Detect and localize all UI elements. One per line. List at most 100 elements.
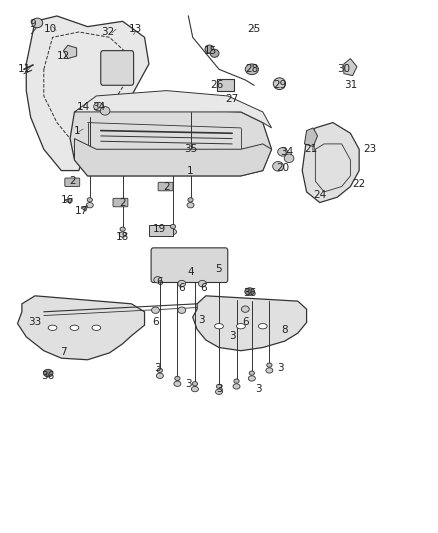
Ellipse shape [178, 280, 186, 287]
Ellipse shape [157, 368, 162, 373]
Ellipse shape [245, 64, 258, 75]
Ellipse shape [248, 376, 255, 381]
Ellipse shape [187, 203, 194, 208]
Ellipse shape [273, 78, 286, 90]
Ellipse shape [233, 384, 240, 389]
Text: 6: 6 [200, 283, 207, 293]
Ellipse shape [100, 107, 110, 115]
FancyBboxPatch shape [113, 198, 128, 207]
Ellipse shape [48, 325, 57, 330]
Ellipse shape [266, 368, 273, 373]
Text: 32: 32 [101, 27, 114, 37]
Ellipse shape [175, 376, 180, 381]
Ellipse shape [87, 198, 92, 202]
Polygon shape [65, 198, 72, 204]
Text: 33: 33 [28, 318, 42, 327]
Polygon shape [26, 16, 149, 171]
Text: 35: 35 [184, 144, 197, 154]
Text: 14: 14 [77, 102, 90, 111]
Text: 3: 3 [185, 379, 192, 389]
FancyBboxPatch shape [158, 182, 173, 191]
Ellipse shape [170, 229, 177, 235]
Text: 30: 30 [337, 64, 350, 74]
Text: 6: 6 [152, 318, 159, 327]
Text: 3: 3 [215, 384, 223, 394]
FancyBboxPatch shape [151, 248, 228, 282]
Text: 12: 12 [57, 51, 70, 61]
Ellipse shape [152, 307, 159, 313]
Ellipse shape [258, 324, 267, 329]
Text: 21: 21 [304, 144, 318, 154]
Ellipse shape [32, 18, 43, 28]
Polygon shape [302, 123, 359, 203]
Bar [149, 225, 173, 236]
Text: 2: 2 [163, 182, 170, 191]
Text: 29: 29 [274, 80, 287, 90]
Ellipse shape [245, 288, 254, 295]
Text: 5: 5 [215, 264, 223, 274]
Ellipse shape [210, 50, 219, 58]
Text: 15: 15 [204, 46, 217, 55]
Ellipse shape [278, 148, 287, 156]
Text: 3: 3 [255, 384, 262, 394]
Ellipse shape [92, 325, 101, 330]
Text: 31: 31 [344, 80, 357, 90]
Ellipse shape [237, 324, 245, 329]
Ellipse shape [156, 373, 163, 378]
Text: 3: 3 [229, 331, 236, 341]
Text: 1: 1 [73, 126, 80, 135]
Polygon shape [70, 107, 272, 176]
Text: 25: 25 [247, 25, 261, 34]
Ellipse shape [234, 379, 239, 383]
Polygon shape [74, 91, 272, 128]
Text: 23: 23 [364, 144, 377, 154]
Ellipse shape [188, 198, 193, 202]
Text: 22: 22 [353, 179, 366, 189]
Text: 19: 19 [153, 224, 166, 234]
Ellipse shape [216, 384, 222, 389]
Bar [217, 79, 234, 91]
Text: 1: 1 [187, 166, 194, 175]
Text: 10: 10 [44, 25, 57, 34]
Text: 34: 34 [280, 147, 293, 157]
Text: 6: 6 [242, 318, 249, 327]
FancyBboxPatch shape [101, 51, 134, 85]
Ellipse shape [191, 386, 198, 392]
Ellipse shape [170, 224, 176, 229]
Ellipse shape [198, 280, 206, 287]
Ellipse shape [119, 232, 126, 237]
Text: 6: 6 [156, 278, 163, 287]
Ellipse shape [215, 389, 223, 394]
Ellipse shape [178, 307, 186, 313]
Text: 20: 20 [276, 163, 289, 173]
Ellipse shape [249, 371, 254, 375]
Text: 8: 8 [281, 326, 288, 335]
Ellipse shape [241, 306, 249, 312]
Text: 3: 3 [277, 363, 284, 373]
Text: 9: 9 [29, 19, 36, 29]
Polygon shape [74, 139, 272, 176]
Ellipse shape [120, 227, 125, 231]
Text: 16: 16 [61, 195, 74, 205]
Text: 26: 26 [210, 80, 223, 90]
Text: 4: 4 [187, 267, 194, 277]
Ellipse shape [154, 277, 162, 283]
Ellipse shape [215, 324, 223, 329]
Text: 17: 17 [74, 206, 88, 215]
Text: 28: 28 [245, 64, 258, 74]
Text: 6: 6 [178, 283, 185, 293]
Text: 36: 36 [42, 371, 55, 381]
Text: 11: 11 [18, 64, 31, 74]
Ellipse shape [192, 382, 198, 386]
Ellipse shape [284, 154, 294, 163]
Polygon shape [193, 296, 307, 351]
Ellipse shape [267, 363, 272, 367]
Text: 3: 3 [198, 315, 205, 325]
Text: 27: 27 [226, 94, 239, 103]
Text: 18: 18 [116, 232, 129, 242]
Polygon shape [344, 59, 357, 76]
Text: 13: 13 [129, 25, 142, 34]
Text: 34: 34 [92, 102, 105, 111]
Text: 3: 3 [154, 363, 161, 373]
Text: 7: 7 [60, 347, 67, 357]
